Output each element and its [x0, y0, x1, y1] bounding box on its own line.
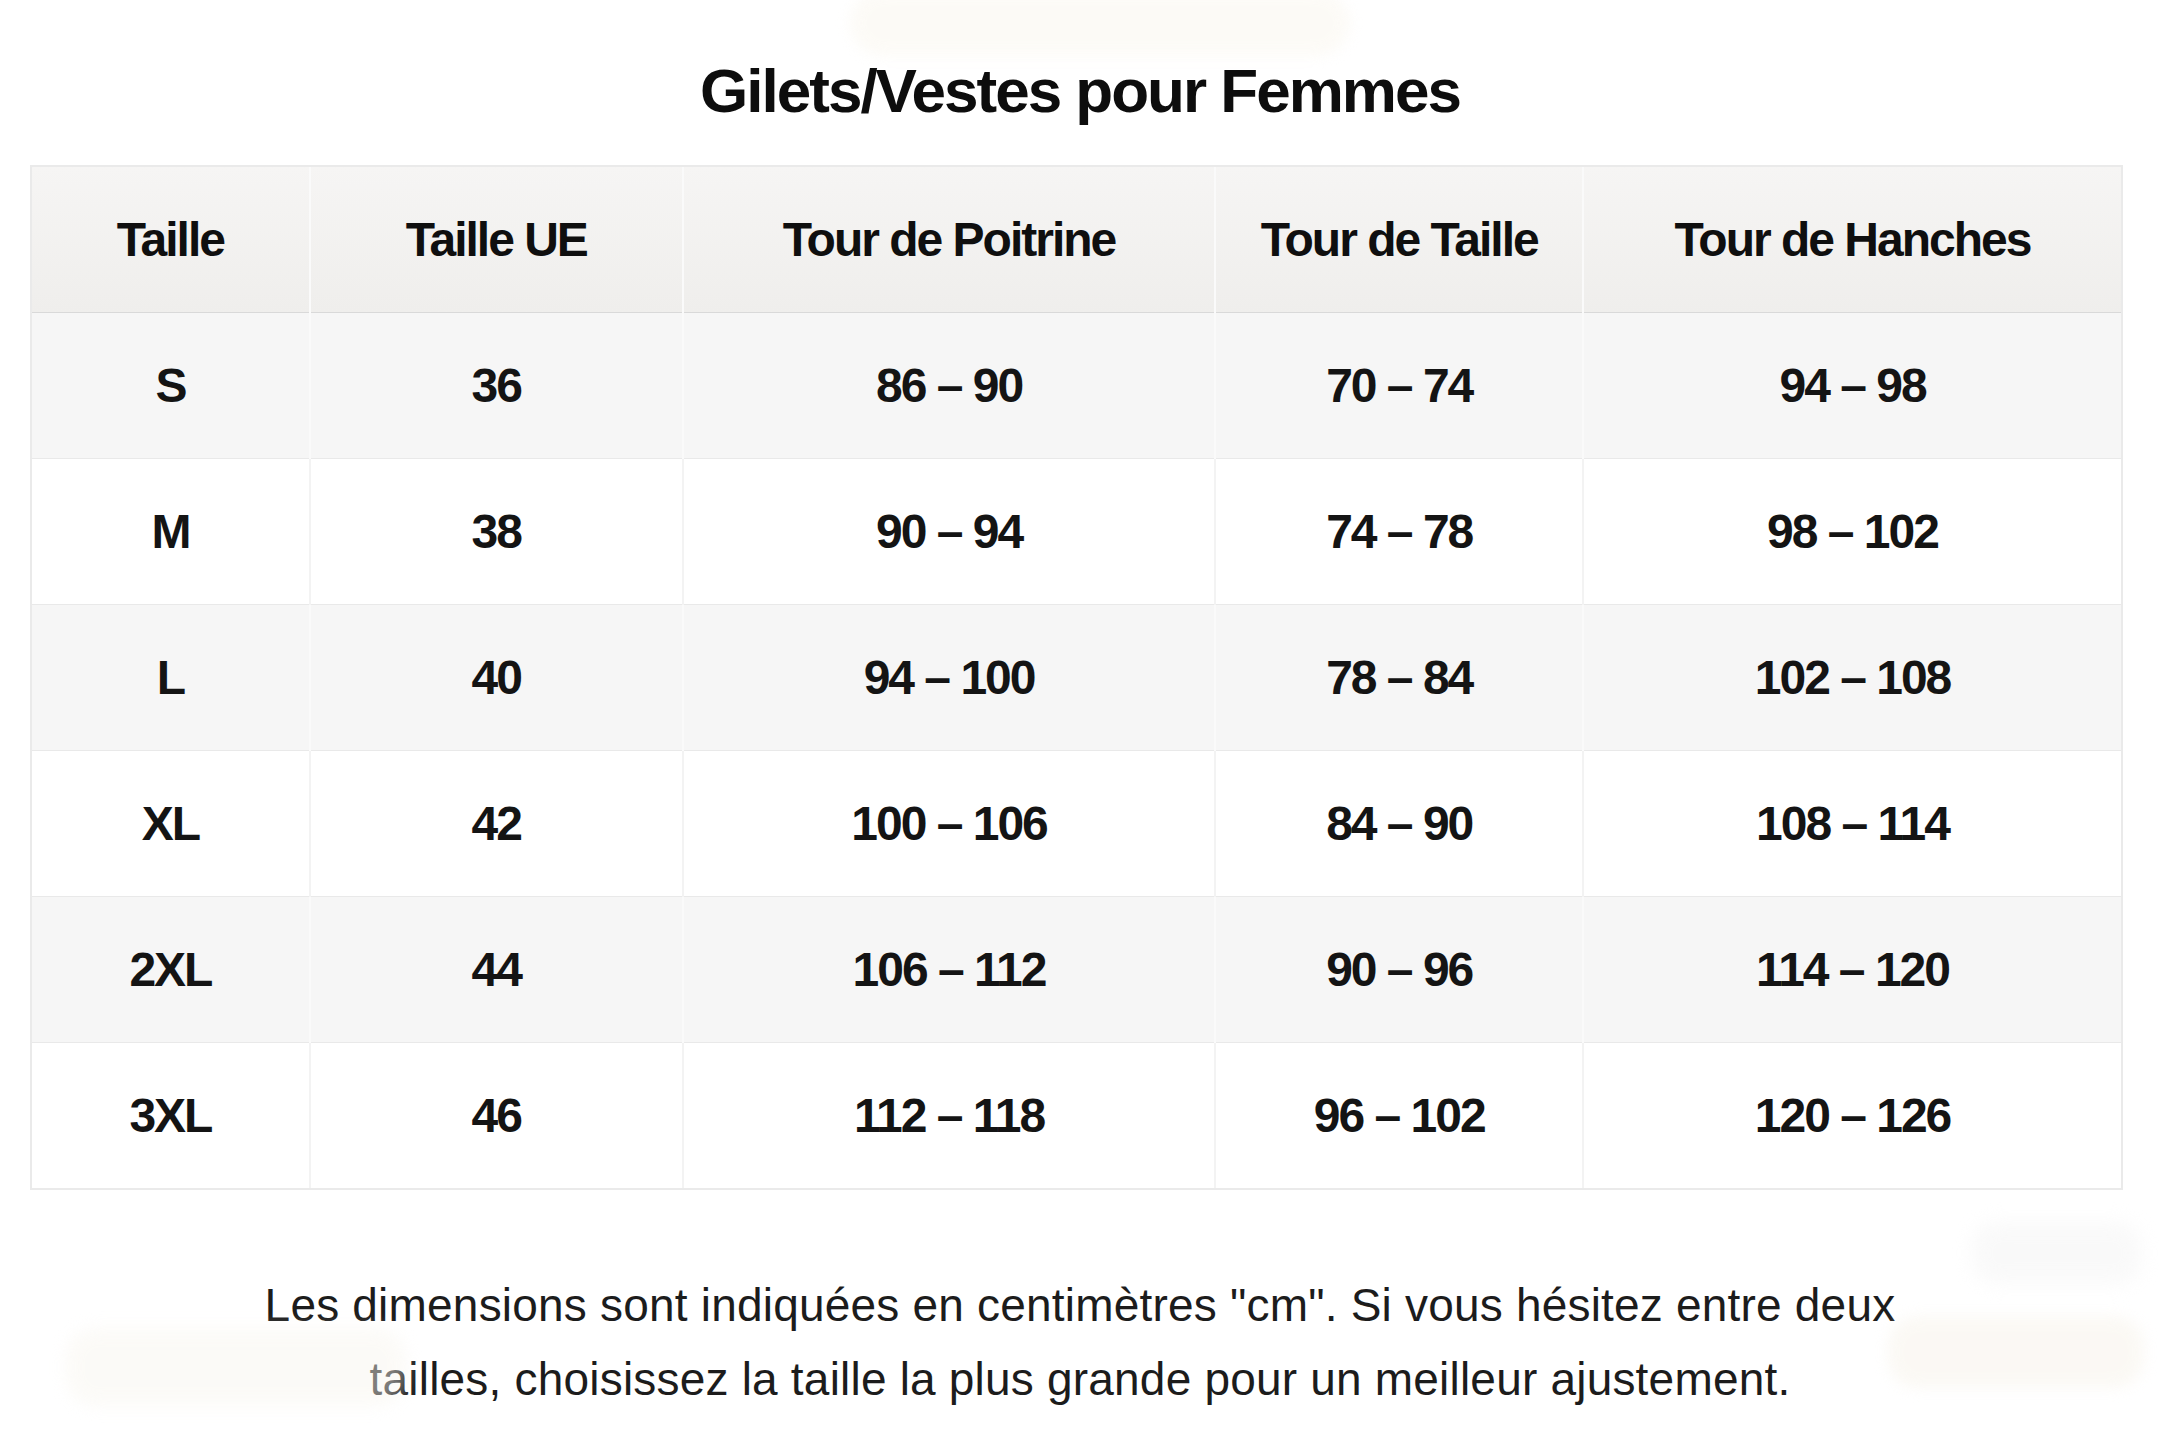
cell-bust: 94 – 100 — [683, 605, 1216, 751]
table-row-m: M 38 90 – 94 74 – 78 98 – 102 — [32, 459, 2121, 605]
cell-size: 2XL — [32, 897, 310, 1043]
cell-waist: 78 – 84 — [1215, 605, 1583, 751]
cell-size: XL — [32, 751, 310, 897]
cell-eu-size: 44 — [310, 897, 683, 1043]
size-chart-table: Taille Taille UE Tour de Poitrine Tour d… — [30, 165, 2123, 1190]
cell-waist: 96 – 102 — [1215, 1043, 1583, 1189]
cell-eu-size: 40 — [310, 605, 683, 751]
cell-waist: 70 – 74 — [1215, 313, 1583, 459]
column-header-tour-taille: Tour de Taille — [1215, 167, 1583, 313]
header-row: Taille Taille UE Tour de Poitrine Tour d… — [32, 167, 2121, 313]
table-row-2xl: 2XL 44 106 – 112 90 – 96 114 – 120 — [32, 897, 2121, 1043]
cell-eu-size: 42 — [310, 751, 683, 897]
cell-bust: 86 – 90 — [683, 313, 1216, 459]
cell-waist: 74 – 78 — [1215, 459, 1583, 605]
cell-size: M — [32, 459, 310, 605]
column-header-hanches: Tour de Hanches — [1583, 167, 2121, 313]
cell-waist: 90 – 96 — [1215, 897, 1583, 1043]
cell-hips: 120 – 126 — [1583, 1043, 2121, 1189]
table-row-l: L 40 94 – 100 78 – 84 102 – 108 — [32, 605, 2121, 751]
column-header-poitrine: Tour de Poitrine — [683, 167, 1216, 313]
footer-note: Les dimensions sont indiquées en centimè… — [0, 1268, 2160, 1416]
cell-size: S — [32, 313, 310, 459]
column-header-taille-ue: Taille UE — [310, 167, 683, 313]
footer-note-line2: tailles, choisissez la taille la plus gr… — [0, 1342, 2160, 1416]
table-row-3xl: 3XL 46 112 – 118 96 – 102 120 – 126 — [32, 1043, 2121, 1189]
page-title: Gilets/Vestes pour Femmes — [0, 0, 2160, 128]
cell-eu-size: 46 — [310, 1043, 683, 1189]
cell-bust: 90 – 94 — [683, 459, 1216, 605]
cell-hips: 114 – 120 — [1583, 897, 2121, 1043]
cell-eu-size: 38 — [310, 459, 683, 605]
cell-hips: 102 – 108 — [1583, 605, 2121, 751]
cell-hips: 94 – 98 — [1583, 313, 2121, 459]
table-row-s: S 36 86 – 90 70 – 74 94 – 98 — [32, 313, 2121, 459]
cell-waist: 84 – 90 — [1215, 751, 1583, 897]
footer-note-line1: Les dimensions sont indiquées en centimè… — [0, 1268, 2160, 1342]
size-chart-page: Gilets/Vestes pour Femmes Taille Taille … — [0, 0, 2160, 1440]
cell-hips: 98 – 102 — [1583, 459, 2121, 605]
cell-bust: 112 – 118 — [683, 1043, 1216, 1189]
cell-hips: 108 – 114 — [1583, 751, 2121, 897]
cell-bust: 100 – 106 — [683, 751, 1216, 897]
cell-size: L — [32, 605, 310, 751]
table-row-xl: XL 42 100 – 106 84 – 90 108 – 114 — [32, 751, 2121, 897]
column-header-taille: Taille — [32, 167, 310, 313]
cell-bust: 106 – 112 — [683, 897, 1216, 1043]
cell-eu-size: 36 — [310, 313, 683, 459]
cell-size: 3XL — [32, 1043, 310, 1189]
